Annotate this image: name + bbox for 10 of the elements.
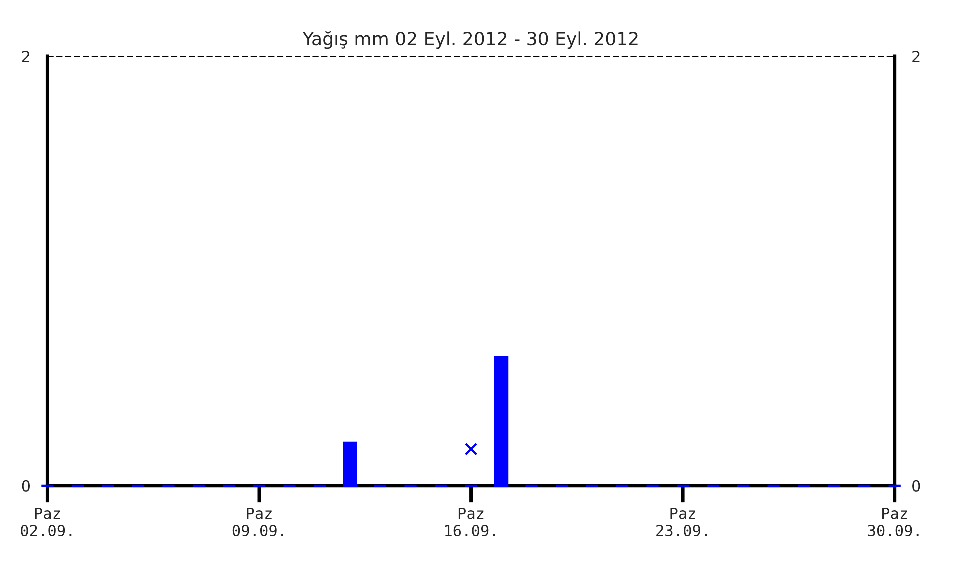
- x-tick-label: Paz 30.09.: [868, 508, 919, 537]
- x-tick-label: Paz 23.09.: [656, 508, 707, 537]
- y2-tick-label: 0: [912, 480, 920, 492]
- x-tick-label: Paz 16.09.: [446, 508, 496, 537]
- y2-tick-label: 2: [912, 50, 920, 62]
- x-tick-label: Paz 09.09.: [232, 508, 284, 537]
- chart-title: Yağış mm 02 Eyl. 2012 - 30 Eyl. 2012: [302, 31, 638, 50]
- bar: [494, 356, 509, 487]
- x-tick-label: Paz 02.09.: [21, 508, 72, 537]
- bar: [343, 442, 358, 487]
